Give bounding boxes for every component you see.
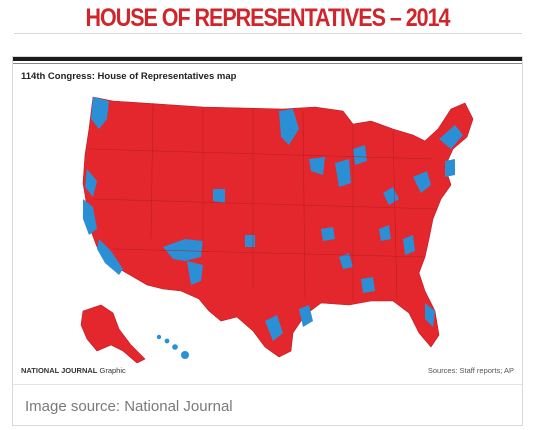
map-credit: NATIONAL JOURNAL Graphic: [21, 366, 126, 375]
title-divider: [14, 33, 522, 34]
card-top-line: [13, 63, 522, 64]
democratic-districts: [83, 97, 463, 341]
image-source-caption: Image source: National Journal: [25, 398, 233, 415]
state-borders: [88, 102, 438, 301]
map-title: 114th Congress: House of Representatives…: [21, 71, 237, 82]
credit-suffix: Graphic: [99, 366, 126, 375]
us-map-svg: [80, 96, 474, 364]
hawaii: [156, 334, 189, 359]
mainland-us: [82, 96, 474, 358]
us-house-map: [53, 89, 493, 379]
card-divider: [13, 384, 522, 385]
map-sources: Sources: Staff reports; AP: [427, 366, 514, 375]
alaska: [80, 304, 146, 364]
slide-title: HOUSE OF REPRESENTATIVES – 2014: [85, 4, 451, 32]
credit-brand: NATIONAL JOURNAL: [21, 366, 98, 375]
map-card: 114th Congress: House of Representatives…: [12, 56, 523, 426]
card-top-bar: [13, 57, 522, 61]
